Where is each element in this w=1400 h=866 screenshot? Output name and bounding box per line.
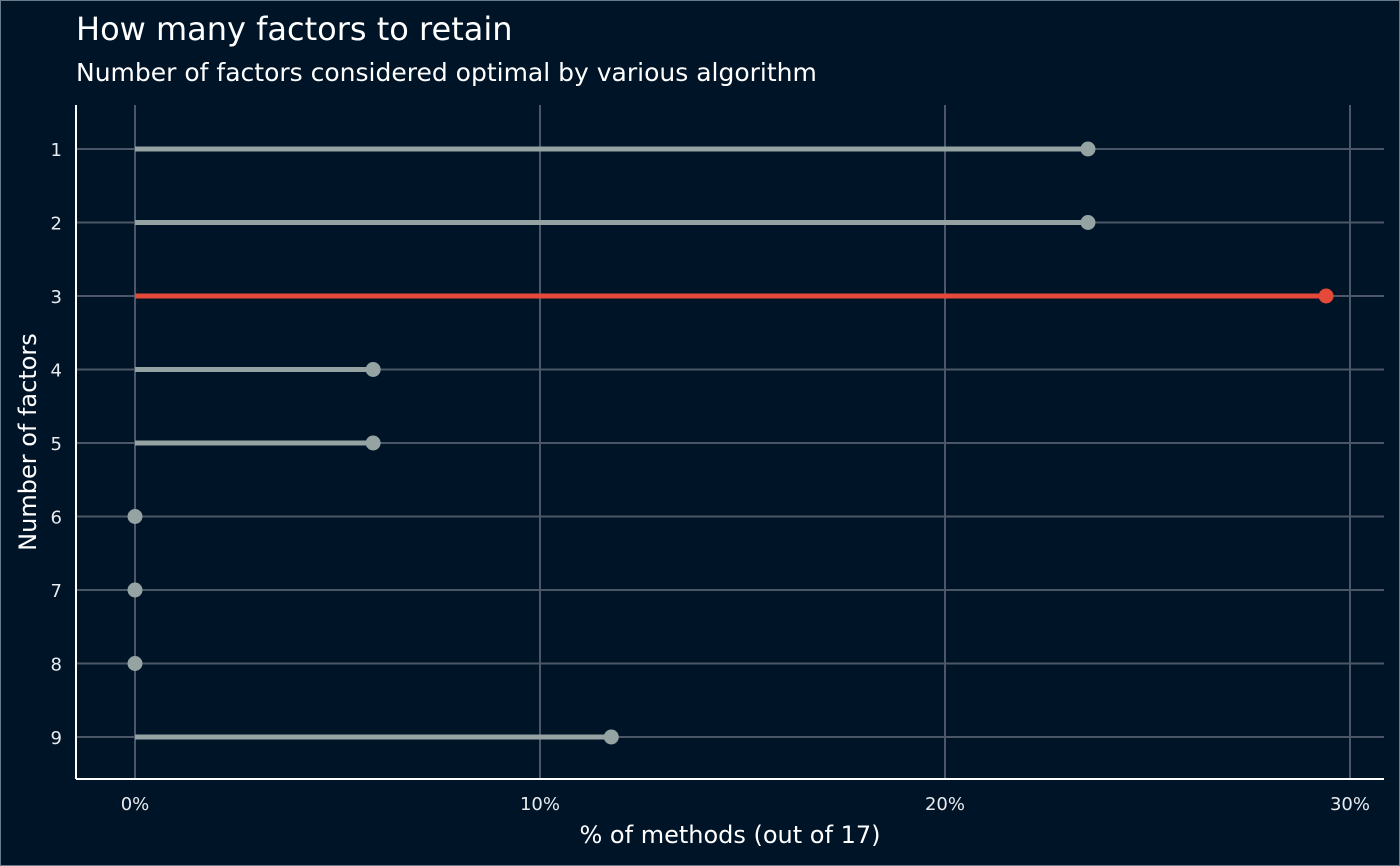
lollipop-point <box>365 362 381 377</box>
x-tick-label: 20% <box>925 794 965 815</box>
y-tick-label: 2 <box>51 214 62 235</box>
lollipop-point <box>1080 141 1096 157</box>
y-tick-label: 1 <box>51 140 62 161</box>
x-tick-label: 0% <box>121 794 150 815</box>
axes: 0% 10% 20% 30% 1 2 3 4 5 6 7 8 9 <box>51 105 1384 815</box>
x-axis-title: % of methods (out of 17) <box>580 821 881 849</box>
y-tick-label: 6 <box>51 508 62 529</box>
x-tick-label: 30% <box>1330 794 1370 815</box>
lollipop-point <box>127 656 143 671</box>
y-tick-label: 3 <box>51 287 62 308</box>
x-tick-label: 10% <box>520 794 560 815</box>
lollipop-point <box>1080 215 1096 230</box>
chart-marks <box>127 141 1334 745</box>
lollipop-point <box>603 729 619 745</box>
lollipop-point <box>1318 288 1334 304</box>
lollipop-point <box>127 582 143 598</box>
lollipop-point <box>127 509 143 524</box>
y-tick-label: 5 <box>51 434 62 455</box>
chart-subtitle: Number of factors considered optimal by … <box>76 58 817 87</box>
y-tick-label: 9 <box>51 728 62 749</box>
lollipop-point <box>365 435 381 451</box>
y-tick-label: 7 <box>51 581 62 602</box>
y-tick-label: 4 <box>51 361 62 382</box>
y-tick-label: 8 <box>51 655 62 676</box>
chart-title: How many factors to retain <box>76 10 513 48</box>
y-axis-title: Number of factors <box>14 333 42 551</box>
